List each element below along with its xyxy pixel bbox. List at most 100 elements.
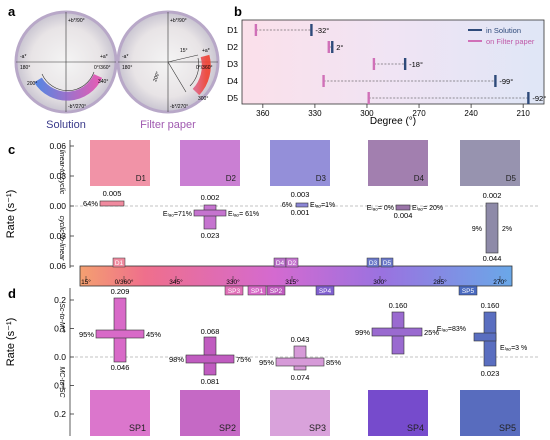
d3-right: Eₗₐₒ=1% bbox=[310, 202, 335, 209]
wheel-left-sub: 180° bbox=[20, 65, 30, 71]
legend-solution: in Solution bbox=[486, 26, 521, 35]
ytick-label: 0.06 bbox=[49, 141, 66, 151]
panel-b-plot-area bbox=[241, 19, 545, 105]
color-bar-tick-label: 15° bbox=[81, 278, 91, 286]
panel-b-shift-label: -99° bbox=[499, 77, 513, 86]
wheel-right-sub: 0°/360° bbox=[94, 65, 111, 71]
color-bar-top-tag bbox=[285, 257, 299, 268]
rate-marker-d3: 0.003 0.001 6% Eₗₐₒ=1% bbox=[282, 190, 335, 217]
sp5-left: Eₗₐₒ=83% bbox=[437, 326, 466, 333]
wheel2-left-sub: 180° bbox=[122, 65, 132, 71]
d4-bottom: 0.004 bbox=[394, 211, 413, 220]
panel-d-upper-axis-label: Sc-to-MC bbox=[58, 303, 65, 334]
ytick-label: 0.03 bbox=[49, 231, 66, 241]
sp3-top: 0.043 bbox=[291, 335, 310, 344]
d2-right: Eₗₐₒ= 61% bbox=[228, 211, 259, 218]
panel-b-ylabel: D1 bbox=[227, 25, 238, 35]
d3-top: 0.003 bbox=[291, 190, 310, 199]
sp4-top: 0.160 bbox=[389, 301, 408, 310]
panel-label-c: c bbox=[8, 142, 15, 157]
sp5-right: Eₗₐₒ=3 % bbox=[500, 345, 527, 352]
wheel2-right-sub: 0°/360° bbox=[196, 65, 213, 71]
d5-left: 9% bbox=[472, 226, 482, 233]
panel-b-xtick-label: 210 bbox=[516, 109, 530, 118]
panel-b-xtick-label: 330 bbox=[308, 109, 322, 118]
wheel-top-label: +b*/90° bbox=[68, 18, 85, 24]
panel-b-solution-marker bbox=[494, 75, 497, 87]
color-bar-top-tag-label: D5 bbox=[383, 260, 392, 267]
color-bar-top-tag-label: D2 bbox=[288, 260, 297, 267]
sample-photo bbox=[460, 390, 520, 436]
panel-b-ylabel: D4 bbox=[227, 76, 238, 86]
panel-d-lower-axis-label: MC-to-SC bbox=[58, 366, 65, 398]
sample-photo bbox=[460, 140, 520, 186]
panel-b-xtick-label: 360 bbox=[256, 109, 270, 118]
sp2-top: 0.068 bbox=[201, 327, 220, 336]
panel-b-solution-marker bbox=[403, 58, 407, 70]
color-bar-bottom-tag bbox=[266, 285, 286, 296]
wheel2-arc-start: 15° bbox=[180, 48, 188, 54]
color-bar-bottom-tag bbox=[247, 285, 267, 296]
panel-b-xtick-label: 300 bbox=[360, 109, 374, 118]
panel-b-filter-marker bbox=[372, 58, 376, 70]
d1-left: 64% bbox=[83, 199, 98, 208]
d2-left: Eₗₐₒ=71% bbox=[163, 211, 192, 218]
d2-bottom: 0.023 bbox=[201, 231, 220, 240]
wheel-arc-end: 340° bbox=[98, 79, 108, 85]
panel-b-filter-marker bbox=[327, 41, 330, 53]
color-bar-tick-label: 315° bbox=[285, 278, 299, 286]
d3-bottom: 0.001 bbox=[291, 208, 310, 217]
color-bar-tags: D1 D4 D2 D3 D5 SP3 SP1 SP2 SP4 SP5 bbox=[112, 257, 478, 296]
rate-marker-sp5: 0.160 0.023 Eₗₐₒ=83% Eₗₐₒ=3 % bbox=[437, 301, 527, 378]
color-bar-top-tag bbox=[366, 257, 380, 268]
sample-label: SP4 bbox=[407, 423, 424, 433]
sample-photo bbox=[270, 390, 330, 436]
panel-b-legend: in Solution on Filter paper bbox=[468, 26, 535, 46]
panel-d-samples: SP1 SP2 SP3 SP4 SP5 bbox=[90, 390, 520, 436]
wheel-bottom-label: -b*/270° bbox=[68, 104, 86, 110]
rate-marker-d5: 0.002 0.044 9% 2% bbox=[472, 191, 512, 263]
panel-b-filter-marker bbox=[254, 24, 258, 36]
sp3-bottom: 0.074 bbox=[291, 373, 310, 382]
panel-b-ylabel: D5 bbox=[227, 93, 238, 103]
sample-photo bbox=[368, 390, 428, 436]
panel-b-filter-marker bbox=[322, 75, 325, 87]
panel-b-solution-marker bbox=[310, 24, 313, 36]
wheel-caption-solution: Solution bbox=[46, 119, 86, 131]
panel-b-xlabel: Degree (°) bbox=[370, 116, 416, 127]
d4-left: Eₗₐₒ= 0% bbox=[367, 205, 394, 212]
d1-top: 0.005 bbox=[103, 189, 122, 198]
panel-b-solution-marker bbox=[331, 41, 334, 53]
ytick-label: 0.00 bbox=[49, 201, 66, 211]
sp1-right: 45% bbox=[146, 330, 161, 339]
panel-b-chart: 360 330 300 270 240 210 D1 -32° D2 2° D3 -18° D4 -99°… bbox=[227, 24, 546, 118]
sample-label: SP1 bbox=[129, 423, 146, 433]
wheel-right-label: +a* bbox=[100, 54, 108, 60]
d4-right: Eₗₐₒ= 20% bbox=[412, 205, 443, 212]
d5-right: 2% bbox=[502, 226, 512, 233]
ytick-label: 0.2 bbox=[54, 295, 66, 305]
sp1-top: 0.209 bbox=[111, 287, 130, 296]
sample-label: D2 bbox=[226, 174, 237, 183]
sp2-right: 75% bbox=[236, 355, 251, 364]
sample-label: D4 bbox=[414, 174, 425, 183]
d5-bottom: 0.044 bbox=[483, 254, 502, 263]
sample-photo bbox=[90, 140, 150, 186]
ytick-label: 0.03 bbox=[49, 171, 66, 181]
rate-marker-sp4: 0.160 99% 25% bbox=[355, 301, 439, 355]
sp3-left: 95% bbox=[259, 358, 274, 367]
rate-marker-d2: 0.002 0.023 Eₗₐₒ=71% Eₗₐₒ= 61% bbox=[163, 193, 259, 240]
color-bar-top-tag-label: D4 bbox=[276, 260, 285, 267]
ytick-label: 0.1 bbox=[54, 324, 66, 334]
color-bar-bottom-tag bbox=[315, 285, 335, 296]
panel-b-xtick-label: 240 bbox=[464, 109, 478, 118]
sp5-top: 0.160 bbox=[481, 301, 500, 310]
sample-label: SP2 bbox=[219, 423, 236, 433]
panel-b-solution-marker bbox=[527, 92, 530, 104]
panel-b-ylabel: D2 bbox=[227, 42, 238, 52]
panel-b-shift-label: -32° bbox=[315, 26, 329, 35]
rate-marker-sp3: 0.043 0.074 95% 85% bbox=[259, 335, 341, 382]
sp1-bottom: 0.046 bbox=[111, 363, 130, 372]
ytick-label: 0.1 bbox=[54, 381, 66, 391]
